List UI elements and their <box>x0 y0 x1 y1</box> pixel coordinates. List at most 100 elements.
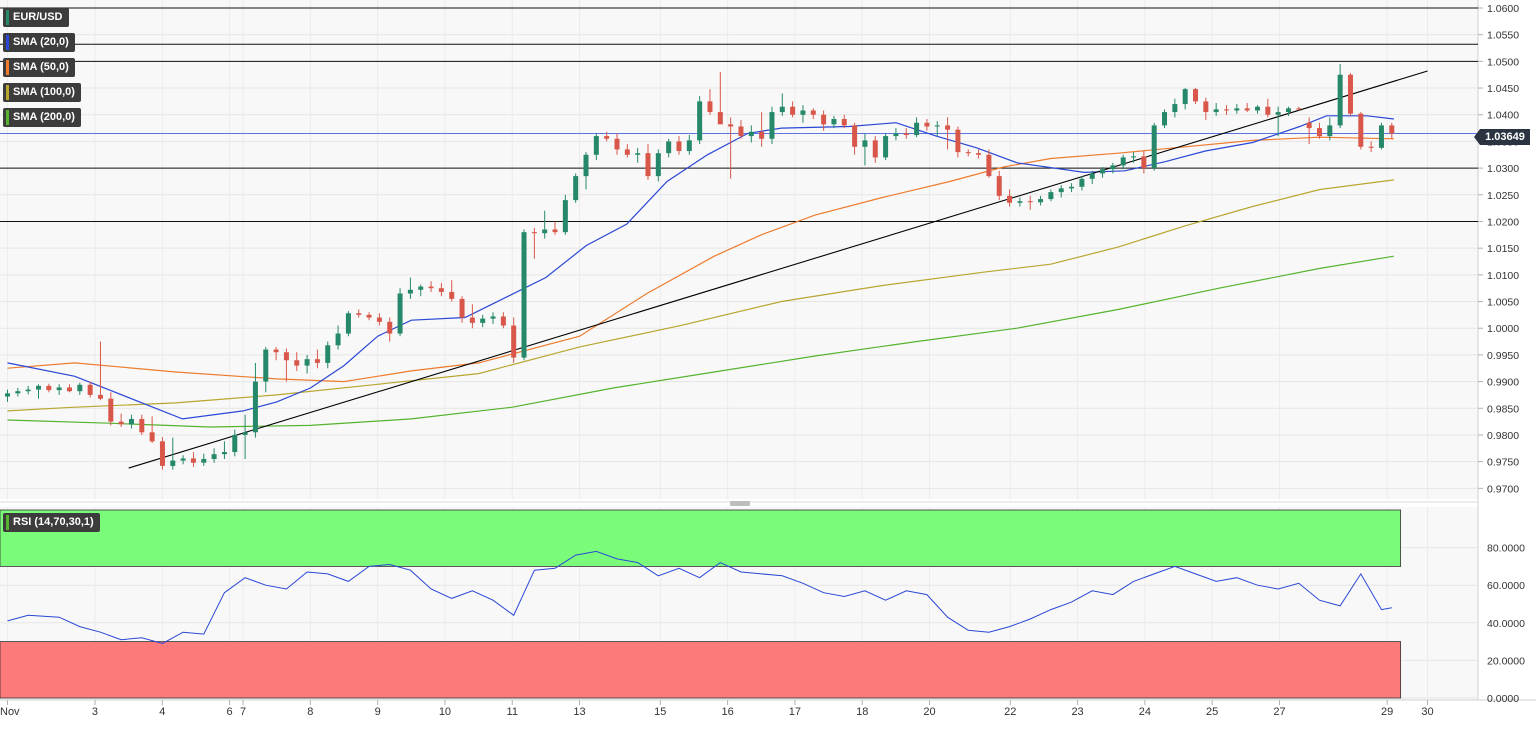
candle-body <box>852 125 858 147</box>
candle-body <box>1316 128 1322 137</box>
panel-resize-handle[interactable] <box>730 501 750 506</box>
time-tick-label: 25 <box>1206 706 1218 718</box>
candle <box>201 453 207 466</box>
price-tick-label: 0.9900 <box>1487 377 1519 389</box>
candle-body <box>480 318 486 323</box>
candle <box>996 170 1002 201</box>
time-tick-label: 7 <box>240 706 246 718</box>
candle-body <box>748 131 754 137</box>
candle-body <box>1058 188 1064 193</box>
rsi-legend[interactable]: RSI (14,70,30,1) <box>3 513 100 532</box>
candle-body <box>614 138 620 150</box>
candle <box>366 312 372 321</box>
candle-body <box>1162 112 1168 126</box>
candle <box>397 288 403 337</box>
sma20-legend[interactable]: SMA (20,0) <box>3 33 75 52</box>
candle <box>159 437 165 470</box>
candle <box>273 346 279 361</box>
candle-body <box>97 394 103 399</box>
candle <box>221 441 227 459</box>
rsi-tick-label: 0.0000 <box>1487 693 1519 705</box>
candle <box>831 115 837 129</box>
candle-body <box>1027 201 1033 203</box>
symbol-legend[interactable]: EUR/USD <box>3 8 69 27</box>
candle <box>790 101 796 118</box>
price-tick-label: 1.0300 <box>1487 163 1519 175</box>
candle <box>521 229 527 361</box>
candle <box>821 110 827 131</box>
candle <box>800 105 806 123</box>
candle <box>676 136 682 155</box>
candle <box>5 389 10 402</box>
sma100-legend[interactable]: SMA (100,0) <box>3 83 81 102</box>
candle-body <box>1038 199 1044 203</box>
candle <box>449 280 455 302</box>
price-tick-label: 1.0600 <box>1487 3 1519 15</box>
time-tick-label: 15 <box>654 706 666 718</box>
candle <box>1162 109 1168 129</box>
candle-body <box>1285 108 1291 113</box>
candle-body <box>180 458 186 461</box>
time-tick-label: 23 <box>1071 706 1083 718</box>
price-tick-label: 0.9700 <box>1487 483 1519 495</box>
candle-body <box>418 286 424 290</box>
candle-body <box>304 359 310 366</box>
candle-body <box>1182 89 1188 105</box>
sma50-legend[interactable]: SMA (50,0) <box>3 58 75 77</box>
candle <box>614 133 620 155</box>
candle-body <box>955 129 961 153</box>
candle-body <box>821 114 827 125</box>
sma20-swatch <box>6 35 9 50</box>
candle <box>872 136 878 163</box>
candle <box>438 282 444 297</box>
candle <box>1048 189 1054 202</box>
candle <box>356 309 362 318</box>
candle <box>738 120 744 139</box>
candle-body <box>1358 113 1364 147</box>
candle <box>469 304 475 329</box>
time-tick-label: 18 <box>856 706 868 718</box>
candle-body <box>1151 125 1157 169</box>
candlestick-series <box>5 64 1395 470</box>
candle <box>883 133 889 161</box>
candle-body <box>903 133 909 136</box>
candle-body <box>1007 195 1013 203</box>
candle-body <box>1100 169 1106 174</box>
price-tick-label: 1.0450 <box>1487 83 1519 95</box>
candle-body <box>728 124 734 127</box>
candle-body <box>1213 109 1219 113</box>
candle <box>490 312 496 324</box>
sma200-legend[interactable]: SMA (200,0) <box>3 108 81 127</box>
candle-body <box>325 345 331 363</box>
time-tick-label: 20 <box>923 706 935 718</box>
rsi-tick-label: 80.0000 <box>1487 543 1525 555</box>
candle <box>748 125 754 143</box>
candle <box>139 414 145 435</box>
candle-body <box>593 136 599 155</box>
time-tick-label: 24 <box>1139 706 1151 718</box>
price-tick-label: 0.9950 <box>1487 350 1519 362</box>
candle-body <box>1193 89 1199 102</box>
candle <box>190 452 196 467</box>
time-tick-label: 3 <box>92 706 98 718</box>
main-panel-background <box>0 0 1478 499</box>
price-tick-label: 1.0050 <box>1487 297 1519 309</box>
candle-body <box>862 140 868 147</box>
candle-body <box>108 398 114 422</box>
candle-body <box>914 122 920 136</box>
candle <box>1100 167 1106 178</box>
rsi-tick-label: 40.0000 <box>1487 618 1525 630</box>
sma50-swatch <box>6 60 9 75</box>
price-axis-ticks: 0.9700 0.9750 0.9800 0.9850 0.9900 0.9950 1.00… <box>1478 3 1525 705</box>
current-price-tag: 1.03649 <box>1474 129 1530 145</box>
rsi-tick-label: 20.0000 <box>1487 655 1525 667</box>
candle <box>232 429 238 457</box>
candle <box>697 96 703 145</box>
candle <box>335 325 341 350</box>
candle-body <box>118 421 124 425</box>
candle <box>852 122 858 155</box>
candle-body <box>387 321 393 334</box>
rsi-series <box>7 550 1392 645</box>
candle-body <box>1234 108 1240 111</box>
